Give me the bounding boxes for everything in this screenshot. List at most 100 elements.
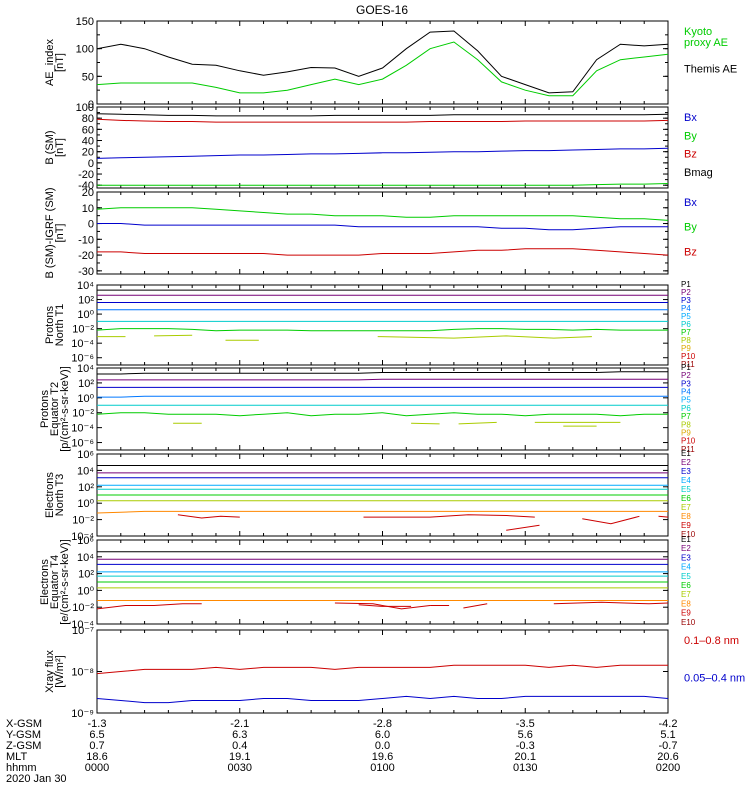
y-axis-label: North T3 — [54, 474, 66, 517]
legend-entry: E3 — [681, 553, 691, 562]
panel-frame — [96, 106, 669, 189]
y-axis-label: Electrons — [44, 472, 56, 518]
legend-entry: Bmag — [684, 167, 713, 179]
legend-entry: P9 — [681, 428, 691, 437]
legend-entry: P4 — [681, 304, 691, 313]
bottom-row-value: 0100 — [370, 762, 394, 774]
y-axis-label: [p/(cm²-s-sr-keV)] — [59, 366, 71, 452]
panel-frame — [96, 629, 669, 714]
y-axis-label: Protons — [44, 306, 56, 344]
bottom-row-value: 0200 — [656, 762, 680, 774]
series-group — [97, 664, 668, 704]
legend-entry: E4 — [681, 476, 691, 485]
series-line-themis-ae — [97, 30, 668, 94]
series-line-bmag — [97, 113, 668, 117]
legend-entry: By — [684, 222, 697, 234]
legend-entry: P11 — [681, 445, 695, 454]
legend-entry: E3 — [681, 467, 691, 476]
series-line-p1 — [97, 371, 668, 375]
legend-entry: P3 — [681, 379, 691, 388]
bottom-row-value: 0030 — [228, 762, 252, 774]
legend-entry: E5 — [681, 485, 691, 494]
bottom-row-value: 6.5 — [89, 729, 104, 741]
legend-entry: E10 — [681, 530, 696, 539]
bottom-row-label: MLT — [6, 751, 27, 763]
series-line-by — [97, 183, 668, 186]
y-tick-label: 40 — [82, 136, 94, 148]
bottom-row-value: 0.7 — [89, 740, 104, 752]
bottom-row-value: 5.6 — [518, 729, 533, 741]
y-tick-label: 10⁴ — [77, 552, 94, 564]
y-tick-label: 10⁻² — [72, 408, 94, 420]
legend-entry: P1 — [681, 280, 691, 289]
y-axis-label: [nT] — [54, 224, 66, 243]
legend-entry: Bz — [684, 246, 697, 258]
series-segment-e9 — [553, 601, 668, 605]
bottom-row-value: -3.5 — [516, 718, 535, 730]
bottom-row-value: 0130 — [513, 762, 537, 774]
y-tick-label: 10 — [82, 203, 94, 215]
legend-entry: Bx — [684, 112, 697, 124]
y-tick-label: 10⁻² — [72, 324, 94, 336]
legend-entry: E1 — [681, 449, 691, 458]
y-tick-label: -20 — [78, 250, 94, 262]
legend-entry: P11 — [681, 360, 695, 369]
y-tick-label: 10⁻⁶ — [71, 438, 94, 450]
y-tick-label: 10⁻² — [72, 515, 94, 527]
y-axis-label: [nT] — [54, 138, 66, 157]
y-tick-label: 10² — [78, 569, 94, 581]
legend-entry: 0.1–0.8 nm — [684, 635, 739, 647]
series-line-by — [97, 207, 668, 221]
series-line-e8 — [97, 510, 668, 514]
y-tick-label: 0 — [88, 99, 94, 111]
legend-entry: P2 — [681, 288, 691, 297]
y-tick-label: 10² — [78, 295, 94, 307]
bottom-row-label: X-GSM — [6, 718, 42, 730]
y-axis-label: [e/(cm²-s-sr-keV)] — [59, 539, 71, 625]
y-tick-label: 20 — [82, 147, 94, 159]
bottom-row-value: -1.3 — [88, 718, 107, 730]
legend-entry: E4 — [681, 563, 691, 572]
bottom-row-label: Y-GSM — [6, 729, 41, 741]
y-axis-label: North T1 — [54, 304, 66, 347]
legend-entry: By — [684, 130, 697, 142]
bottom-row-value: 0000 — [85, 762, 109, 774]
legend-entry: P8 — [681, 420, 691, 429]
y-tick-label: 10⁶ — [77, 535, 94, 547]
legend-entry: P5 — [681, 396, 691, 405]
legend-entry: E6 — [681, 581, 691, 590]
series-segment-e9 — [363, 514, 535, 518]
y-axis-label: Xray flux — [44, 650, 56, 693]
bottom-row-value: -2.8 — [373, 718, 392, 730]
bottom-row-value: -4.2 — [659, 718, 678, 730]
legend-entry: P6 — [681, 320, 691, 329]
legend-entry: P1 — [681, 363, 691, 372]
y-tick-label: 10⁻⁶ — [71, 353, 94, 365]
legend-entry: P8 — [681, 336, 691, 345]
series-group — [97, 371, 668, 427]
legend-entry: proxy AE — [684, 37, 728, 49]
legend-entry: E1 — [681, 535, 691, 544]
legend-entry: Themis AE — [684, 64, 737, 76]
y-tick-label: 150 — [76, 16, 94, 28]
legend-entry: E9 — [681, 521, 691, 530]
y-tick-label: 10⁰ — [77, 585, 94, 597]
legend-entry: E10 — [681, 618, 696, 627]
y-tick-label: 10⁻⁷ — [72, 625, 94, 637]
bottom-row-value: 6.0 — [375, 729, 390, 741]
legend-entry: P7 — [681, 328, 691, 337]
y-tick-label: 10⁻⁴ — [71, 531, 94, 543]
bottom-row-value: 18.6 — [86, 751, 107, 763]
series-segment-e9 — [463, 603, 488, 609]
series-group — [97, 113, 668, 186]
bottom-row-value: 0.4 — [232, 740, 247, 752]
y-tick-label: -40 — [78, 180, 94, 192]
series-group — [97, 289, 668, 341]
y-tick-label: -20 — [78, 169, 94, 181]
y-tick-label: 10⁰ — [77, 498, 94, 510]
bottom-row-value: -2.1 — [230, 718, 249, 730]
panel-frame — [96, 284, 669, 366]
